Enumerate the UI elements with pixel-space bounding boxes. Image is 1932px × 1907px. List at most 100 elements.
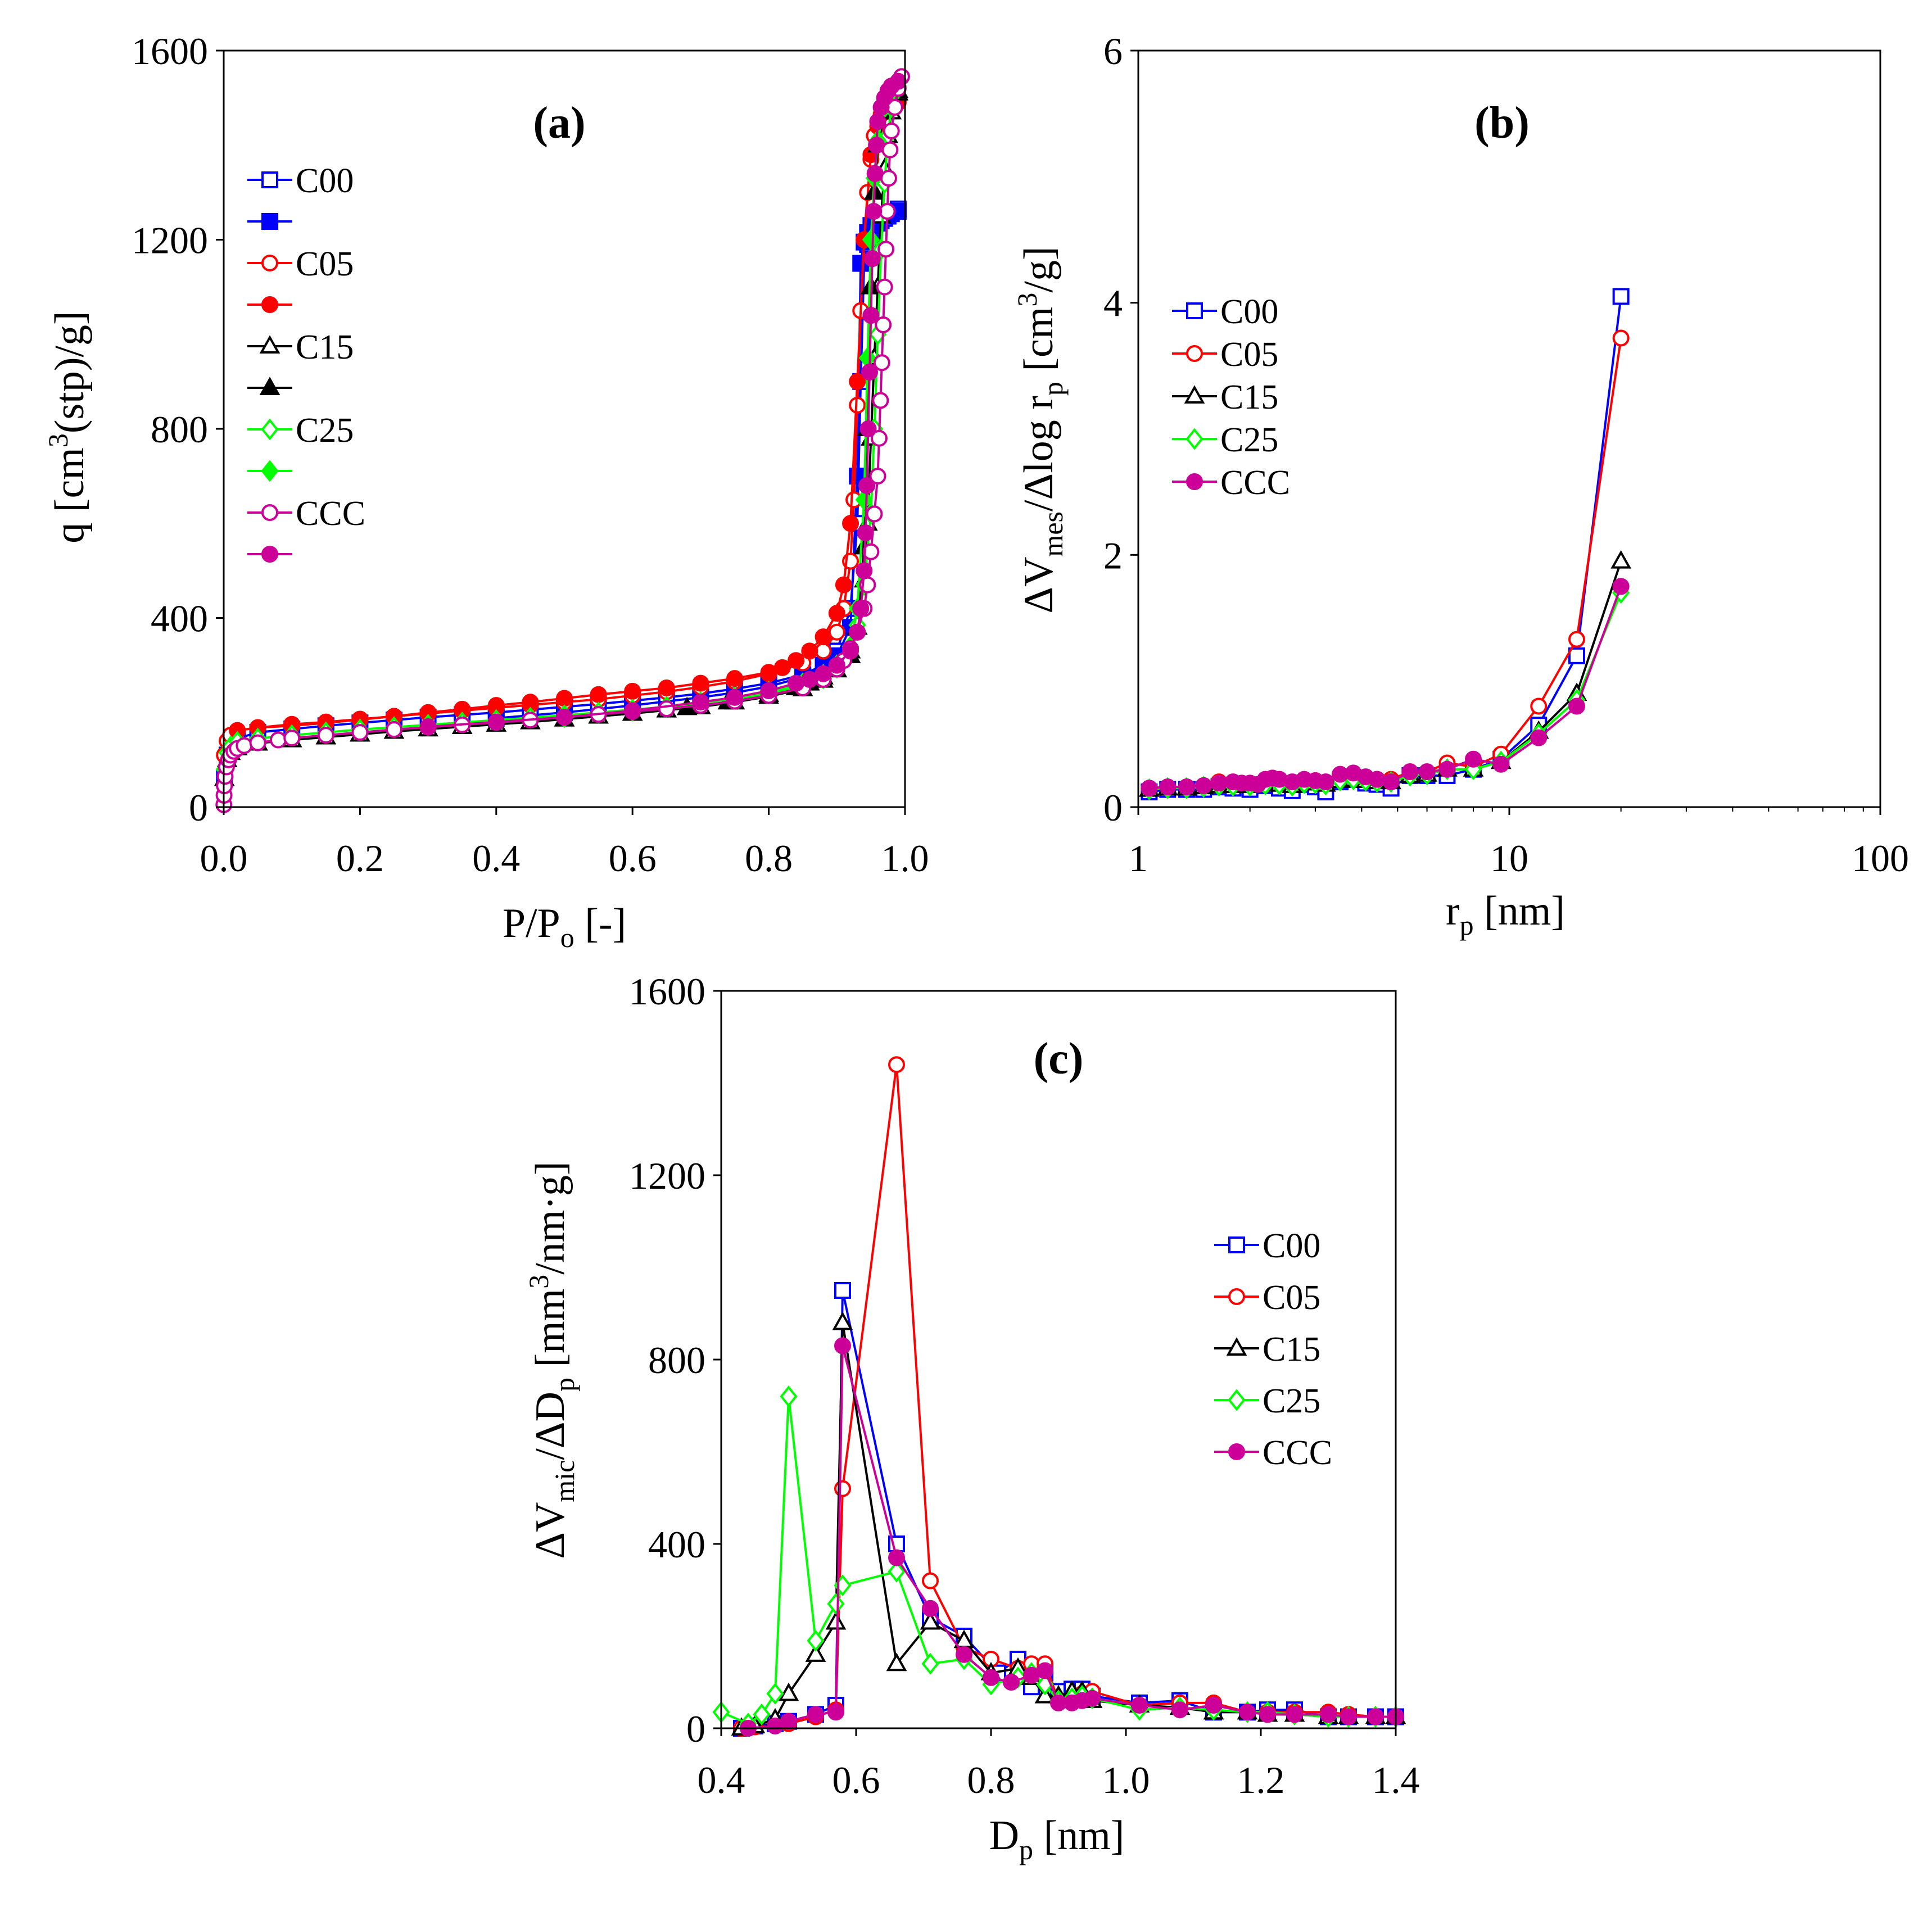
panel-b-ticks: 1 10 100 0 2 4 6: [1103, 30, 1909, 880]
data-point: [849, 373, 866, 390]
data-point: [805, 1643, 826, 1662]
legend-entry: CCC: [1172, 464, 1290, 502]
data-point: [1178, 778, 1196, 796]
data-point: [835, 576, 852, 594]
legend-marker: [1186, 473, 1203, 490]
legend-marker: [259, 377, 280, 396]
data-point: [852, 600, 870, 617]
y-tick-label: 2: [1103, 534, 1123, 577]
data-point: [857, 524, 874, 542]
data-point: [983, 1669, 999, 1686]
legend-label: C15: [1263, 1330, 1320, 1369]
legend-label: C05: [1263, 1279, 1320, 1317]
data-point: [1210, 774, 1228, 792]
panel-b-mesopore-distribution: 1 10 100 0 2 4 6 (b) rp [nm] ΔVmes/Δlog rp [cm…: [1011, 30, 1909, 941]
data-point: [778, 1682, 799, 1701]
data-point: [760, 664, 777, 681]
y-tick-label: 1200: [629, 1154, 705, 1197]
data-point: [888, 1056, 905, 1073]
data-point: [861, 364, 878, 381]
data-point: [590, 686, 607, 703]
y-tick-label: 0: [686, 1707, 705, 1750]
data-point: [849, 623, 866, 641]
data-point: [880, 170, 897, 187]
data-point: [1401, 763, 1419, 781]
data-point: [624, 682, 641, 700]
panel-c-y-axis-label: ΔVmic/ΔDp [mm3/nm·g]: [523, 1161, 580, 1559]
legend-entry: C05: [247, 245, 354, 283]
data-point: [883, 123, 900, 140]
data-point: [249, 734, 266, 751]
data-point: [1340, 1708, 1357, 1725]
legend-marker: [1228, 1236, 1245, 1253]
data-point: [834, 1282, 851, 1299]
data-point: [1568, 631, 1586, 648]
legend-marker: [1228, 1443, 1245, 1460]
data-point: [828, 605, 845, 622]
data-point: [658, 700, 675, 718]
legend-entry: CCC: [1214, 1434, 1332, 1472]
data-point: [283, 730, 301, 747]
data-point: [888, 1560, 906, 1583]
legend-label: C15: [296, 328, 354, 366]
series-ccc-desorption: [419, 73, 907, 735]
legend-entry: C15: [247, 328, 354, 366]
legend-label: C25: [1220, 421, 1278, 459]
legend-marker: [261, 255, 278, 271]
panel-a-legend: C00 C05 C15 C25 CCC: [247, 162, 365, 563]
data-point: [1159, 778, 1177, 796]
data-point: [876, 278, 893, 296]
legend-label: CCC: [1220, 464, 1290, 502]
data-point: [773, 659, 791, 676]
data-point: [866, 165, 884, 182]
data-point: [922, 1600, 939, 1617]
x-tick-label: 0.8: [967, 1759, 1015, 1801]
data-point: [827, 1593, 845, 1615]
y-tick-label: 4: [1103, 282, 1123, 325]
data-point: [1492, 755, 1510, 773]
x-tick-label: 1.0: [881, 837, 929, 880]
data-point: [788, 652, 805, 669]
legend-marker: [261, 504, 278, 521]
legend-entry: C25: [1214, 1382, 1320, 1420]
legend-entry: [247, 460, 292, 482]
panel-c-x-axis-label: Dp [nm]: [989, 1813, 1125, 1865]
data-point: [1037, 1662, 1053, 1679]
panel-a-y-axis-label: q [cm3(stp)/g]: [42, 311, 93, 543]
data-point: [780, 1385, 798, 1408]
data-point: [236, 737, 253, 754]
legend-label: CCC: [296, 495, 365, 533]
data-point: [1465, 750, 1482, 768]
legend-label: CCC: [1263, 1434, 1332, 1472]
data-point: [1382, 773, 1400, 791]
data-point: [863, 250, 881, 268]
data-point: [1141, 780, 1158, 797]
legend-entry: [247, 377, 292, 396]
legend-marker: [1228, 1389, 1246, 1411]
data-point: [269, 731, 287, 749]
data-point: [865, 203, 883, 220]
data-point: [658, 680, 675, 697]
series-ccc: [1141, 578, 1630, 797]
data-point: [556, 709, 573, 726]
data-point: [1205, 1697, 1222, 1714]
data-point: [922, 1572, 939, 1589]
data-point: [1368, 771, 1386, 788]
data-point: [869, 468, 886, 485]
y-tick-label: 1600: [132, 30, 208, 73]
y-tick-label: 0: [189, 786, 208, 829]
data-point: [780, 1713, 797, 1730]
panel-a-ticks: 0.0 0.2 0.4 0.6 0.8 1.0 0 400 800 1200 1600: [132, 30, 929, 880]
data-point: [419, 718, 437, 735]
data-point: [856, 562, 873, 579]
data-point: [842, 642, 859, 660]
data-point: [870, 429, 888, 447]
data-point: [956, 1646, 972, 1663]
data-point: [1131, 1697, 1148, 1714]
panel-b-legend: C00 C05 C15 C25 CCC: [1172, 293, 1290, 502]
data-point: [877, 241, 895, 258]
data-point: [834, 1337, 851, 1355]
data-point: [881, 141, 899, 158]
legend-entry: C05: [1172, 336, 1278, 374]
